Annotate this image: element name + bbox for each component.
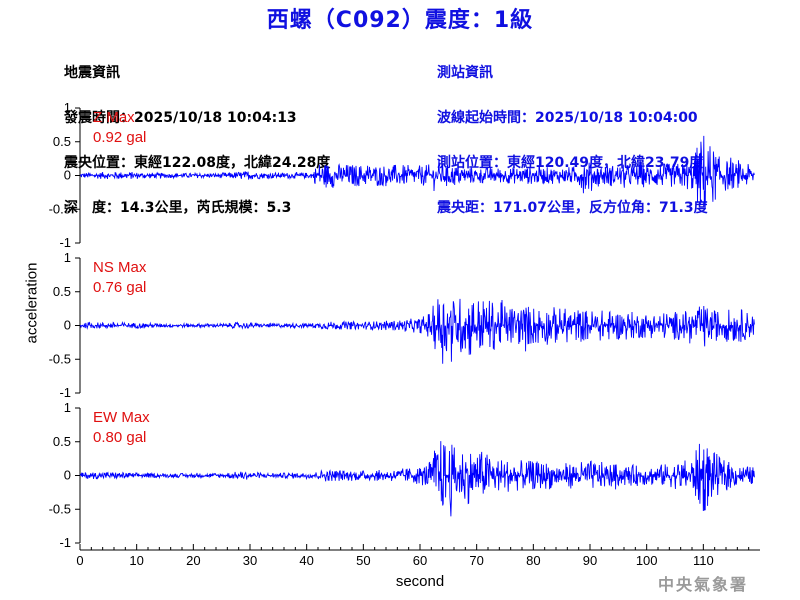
- station-info: 測站資訊 波線起始時間：2025/10/18 10:04:00 測站位置：東經1…: [437, 36, 708, 231]
- y-tick-label: -0.5: [49, 501, 71, 516]
- wave-start-time: 波線起始時間：2025/10/18 10:04:00: [437, 110, 698, 126]
- y-tick-label: -0.5: [49, 351, 71, 366]
- panel-max-name: NS Max: [93, 259, 147, 276]
- station-info-heading: 測站資訊: [437, 65, 493, 81]
- agency-watermark: 中央氣象署: [657, 575, 748, 594]
- y-tick-label: 0.5: [53, 284, 71, 299]
- x-tick-label: 50: [356, 553, 370, 568]
- y-tick-label: 0: [64, 468, 71, 483]
- panel-2: 1 0.5 0 -0.5 -1 EW Max 0.80 gal: [49, 400, 755, 550]
- panel-0: 1 0.5 0 -0.5 -1 Z Max 0.92 gal: [49, 100, 755, 250]
- epicentral-distance: 震央距：171.07公里，反方位角：71.3度: [437, 200, 708, 216]
- y-tick-label: -1: [59, 535, 71, 550]
- y-tick-label: -1: [59, 385, 71, 400]
- x-tick-label: 10: [129, 553, 143, 568]
- panel-max-name: EW Max: [93, 409, 150, 426]
- y-tick-label: 0.5: [53, 434, 71, 449]
- x-tick-label: 80: [526, 553, 540, 568]
- waveform-series-1: [79, 298, 755, 364]
- panel-max-value: 0.80 gal: [93, 429, 146, 446]
- panel-1: 1 0.5 0 -0.5 -1 NS Max 0.76 gal: [49, 250, 755, 400]
- waveform-series-2: [79, 441, 755, 517]
- y-tick-label: 1: [64, 250, 71, 265]
- x-tick-label: 60: [413, 553, 427, 568]
- panel-max-value: 0.92 gal: [93, 129, 146, 146]
- quake-info-heading: 地震資訊: [64, 65, 120, 81]
- y-tick-label: 1: [64, 100, 71, 115]
- y-tick-label: -0.5: [49, 201, 71, 216]
- y-tick-label: 0: [64, 318, 71, 333]
- depth-magnitude: 深 度：14.3公里，芮氏規模：5.3: [64, 200, 292, 216]
- waveform-series-0: [79, 135, 755, 209]
- y-tick-label: -1: [59, 235, 71, 250]
- panel-max-name: Z Max: [93, 109, 135, 126]
- panel-max-value: 0.76 gal: [93, 279, 146, 296]
- x-axis-label: second: [396, 573, 444, 590]
- origin-time: 發震時間：2025/10/18 10:04:13: [64, 110, 297, 126]
- chart-title: 西螺（C092）震度：1級: [266, 8, 534, 33]
- x-tick-label: 110: [693, 553, 714, 568]
- quake-info: 地震資訊 發震時間：2025/10/18 10:04:13 震央位置：東經122…: [64, 36, 330, 231]
- x-tick-label: 0: [76, 553, 83, 568]
- y-tick-label: 0.5: [53, 134, 71, 149]
- x-tick-label: 90: [583, 553, 597, 568]
- y-tick-label: 1: [64, 400, 71, 415]
- epicenter-location: 震央位置：東經122.08度，北緯24.28度: [64, 155, 331, 171]
- x-tick-label: 70: [469, 553, 483, 568]
- x-tick-label: 20: [186, 553, 200, 568]
- x-tick-label: 40: [299, 553, 313, 568]
- x-tick-label: 100: [636, 553, 658, 568]
- x-tick-label: 30: [243, 553, 257, 568]
- y-tick-label: 0: [64, 168, 71, 183]
